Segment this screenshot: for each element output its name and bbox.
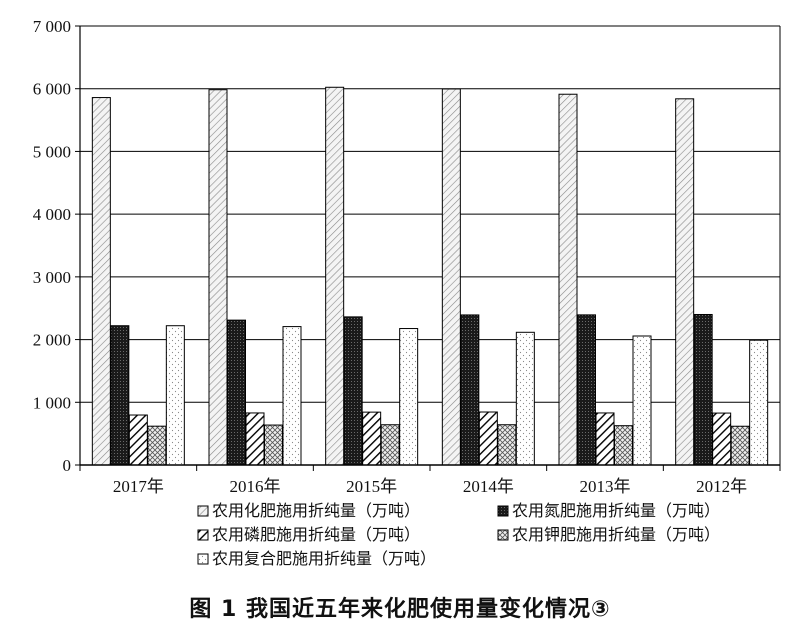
bar-4	[147, 425, 167, 466]
bars	[91, 86, 769, 466]
bar-5	[515, 331, 535, 466]
bar-5	[282, 326, 302, 466]
y-tick-label: 2 000	[33, 331, 71, 350]
bar-3	[712, 412, 732, 466]
bar-4	[380, 424, 400, 466]
legend-swatch	[197, 529, 209, 541]
legend-swatch	[497, 505, 509, 517]
y-tick-label: 0	[63, 456, 72, 475]
x-tick-label: 2017年	[113, 477, 164, 496]
legend-label: 农用化肥施用折纯量（万吨）	[212, 501, 420, 520]
bar-2	[693, 313, 713, 466]
bar-1	[675, 98, 695, 466]
legend-swatch	[197, 553, 209, 565]
legend: 农用化肥施用折纯量（万吨） 农用氮肥施用折纯量（万吨） 农用磷肥施用折纯量（万吨） 农…	[197, 501, 720, 568]
bar-3	[128, 414, 148, 466]
bar-2	[227, 319, 246, 466]
gridlines	[79, 25, 781, 466]
bar-1	[558, 93, 578, 466]
y-axis-ticks: 0 1 000 2 000 3 000 4 000 5 000 6 000 7 000	[33, 17, 80, 475]
x-tick-label: 2016年	[230, 477, 281, 496]
y-tick-label: 4 000	[33, 205, 71, 224]
y-tick-label: 3 000	[33, 268, 71, 287]
y-tick-label: 1 000	[33, 393, 71, 412]
bar-5	[399, 328, 419, 466]
legend-label: 农用磷肥施用折纯量（万吨）	[212, 525, 420, 544]
bar-5	[749, 339, 769, 466]
legend-label: 农用复合肥施用折纯量（万吨）	[212, 549, 436, 568]
bar-2	[110, 325, 130, 466]
bar-1	[325, 86, 345, 466]
x-tick-label: 2015年	[346, 477, 397, 496]
bar-5	[165, 325, 185, 466]
bar-2	[577, 314, 596, 466]
bar-5	[632, 335, 652, 466]
legend-swatch	[497, 529, 509, 541]
bar-3	[245, 412, 265, 466]
y-tick-label: 6 000	[33, 80, 71, 99]
bar-1	[91, 97, 111, 466]
y-tick-label: 5 000	[33, 142, 71, 161]
bar-3	[478, 411, 498, 466]
x-axis-ticks: 2017年 2016年 2015年 2014年 2013年 2012年	[79, 464, 781, 496]
x-tick-label: 2014年	[463, 477, 514, 496]
bar-3	[595, 412, 615, 466]
bar-4	[614, 425, 633, 466]
y-tick-label: 7 000	[33, 17, 71, 36]
bar-1	[441, 88, 461, 466]
bar-2	[343, 316, 363, 466]
figure-caption: 图 1 我国近五年来化肥使用量变化情况③	[189, 597, 611, 622]
bar-4	[730, 425, 750, 466]
bar-3	[362, 411, 382, 466]
fertilizer-usage-bar-chart: 0 1 000 2 000 3 000 4 000 5 000 6 000 7 000 201…	[33, 17, 781, 568]
bar-4	[264, 424, 283, 466]
legend-label: 农用钾肥施用折纯量（万吨）	[512, 525, 720, 544]
bar-2	[460, 314, 480, 466]
x-tick-label: 2013年	[580, 477, 631, 496]
legend-swatch	[197, 505, 209, 517]
legend-label: 农用氮肥施用折纯量（万吨）	[512, 501, 720, 520]
bar-1	[208, 89, 228, 466]
bar-4	[497, 424, 517, 466]
x-tick-label: 2012年	[696, 477, 747, 496]
